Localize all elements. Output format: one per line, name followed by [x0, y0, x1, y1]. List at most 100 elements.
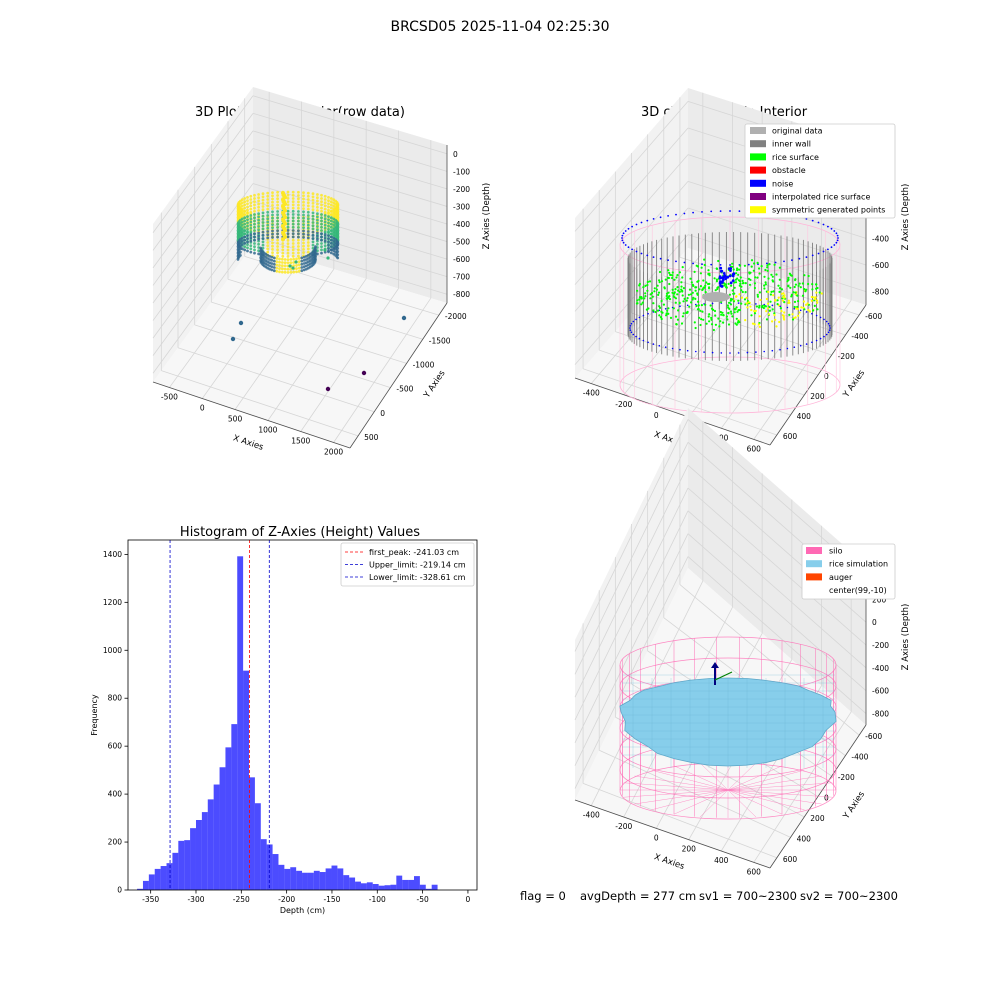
surface-point	[649, 293, 652, 296]
surface-point	[636, 299, 639, 302]
raw-point	[261, 214, 265, 218]
raw-point	[259, 256, 263, 259]
raw-point	[316, 215, 319, 219]
surface-point	[665, 294, 668, 297]
surface-point	[792, 291, 795, 294]
raw-point	[249, 247, 253, 251]
status-avg-depth: avgDepth = 277 cm	[580, 889, 696, 903]
raw-point	[261, 192, 265, 196]
noise-point	[720, 269, 724, 273]
surface-point	[776, 303, 779, 306]
surface-point	[660, 317, 663, 321]
raw-point	[306, 236, 310, 240]
surface-point	[723, 284, 726, 287]
noise-point	[652, 256, 655, 258]
raw-point	[327, 244, 330, 247]
raw-point	[305, 261, 308, 265]
raw-point	[270, 258, 274, 262]
raw-point	[329, 251, 333, 255]
surface-point	[636, 289, 639, 292]
y-axis-label: Y Axies	[841, 368, 868, 400]
raw-point	[240, 223, 244, 227]
surface-point	[696, 280, 699, 283]
z-tick-label: -600	[453, 255, 470, 264]
raw-point	[302, 244, 305, 248]
y-tick-label: -400	[851, 753, 868, 762]
raw-point	[316, 209, 319, 212]
x-tick-label: 0	[466, 895, 471, 904]
surface-point	[710, 316, 713, 319]
x-tick-label: 0	[654, 411, 659, 420]
raw-point	[286, 206, 290, 210]
raw-point	[257, 237, 260, 241]
wall-grid-z	[252, 165, 448, 225]
silo-floor-line	[651, 789, 729, 811]
wall-grid-z	[574, 234, 689, 365]
surface-point	[714, 289, 717, 292]
surface-point	[704, 303, 707, 306]
surface-point	[736, 267, 739, 270]
raw-point	[280, 267, 284, 271]
histogram-bar	[195, 820, 202, 890]
noise-point	[671, 347, 674, 350]
noise-point	[642, 314, 645, 317]
raw-point	[286, 248, 290, 252]
raw-point	[271, 238, 274, 242]
surface-point	[777, 296, 780, 299]
raw-point	[240, 230, 244, 234]
raw-point	[286, 193, 290, 197]
raw-point	[261, 233, 265, 237]
surface-point	[700, 304, 704, 307]
surface-point	[787, 285, 790, 288]
raw-point	[320, 251, 323, 255]
raw-point	[320, 193, 323, 197]
x-tick-label: -500	[161, 393, 178, 402]
raw-point	[329, 232, 333, 236]
surface-point	[765, 318, 769, 321]
raw-point	[306, 198, 310, 201]
floor-grid-y	[647, 294, 832, 356]
x-tick-label: -100	[369, 895, 386, 904]
raw-point	[271, 241, 274, 245]
z-tick-label: -200	[453, 185, 470, 194]
raw-point	[302, 226, 305, 230]
surface-point	[673, 278, 676, 281]
raw-point	[246, 249, 249, 253]
surface-point	[794, 291, 797, 294]
z-axis-label: Z Axies (Depth)	[482, 183, 492, 250]
raw-point	[276, 241, 279, 245]
raw-point	[261, 211, 265, 215]
surface-point	[715, 267, 718, 270]
raw-point	[311, 201, 315, 205]
wall-grid-z	[152, 113, 254, 251]
raw-point	[320, 206, 323, 210]
surface-point	[769, 300, 772, 303]
silo-floor-line	[727, 775, 822, 791]
x-tick-label: 0	[200, 404, 205, 413]
silo-floor-line	[623, 782, 729, 791]
x-tick-label: 400	[714, 856, 729, 865]
raw-point	[327, 202, 330, 206]
surface-point	[699, 309, 702, 312]
simulation-3d-plot: 3D simulation of Silo Interior-400-20002…	[574, 408, 911, 876]
y-tick-label: 0	[117, 886, 122, 895]
surface-point	[727, 312, 730, 315]
surface-point	[787, 299, 791, 302]
surface-point	[750, 265, 753, 268]
raw-point	[276, 194, 279, 197]
raw-point	[316, 221, 319, 225]
surface-point	[783, 311, 786, 314]
histogram-bar	[302, 872, 308, 890]
histogram-bar	[201, 812, 208, 890]
raw-point	[278, 257, 281, 261]
raw-point	[257, 196, 260, 200]
surface-point	[651, 291, 654, 295]
raw-point	[302, 251, 305, 255]
surface-point	[696, 292, 699, 295]
raw-point	[257, 225, 260, 228]
surface-point	[762, 306, 766, 310]
surface-point	[811, 288, 814, 291]
raw-point	[302, 229, 305, 233]
surface-point	[815, 291, 818, 294]
raw-point	[286, 219, 290, 223]
